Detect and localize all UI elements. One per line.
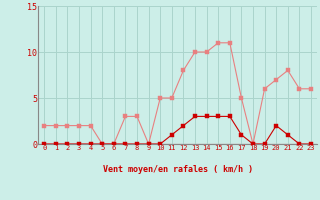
- X-axis label: Vent moyen/en rafales ( km/h ): Vent moyen/en rafales ( km/h ): [103, 165, 252, 174]
